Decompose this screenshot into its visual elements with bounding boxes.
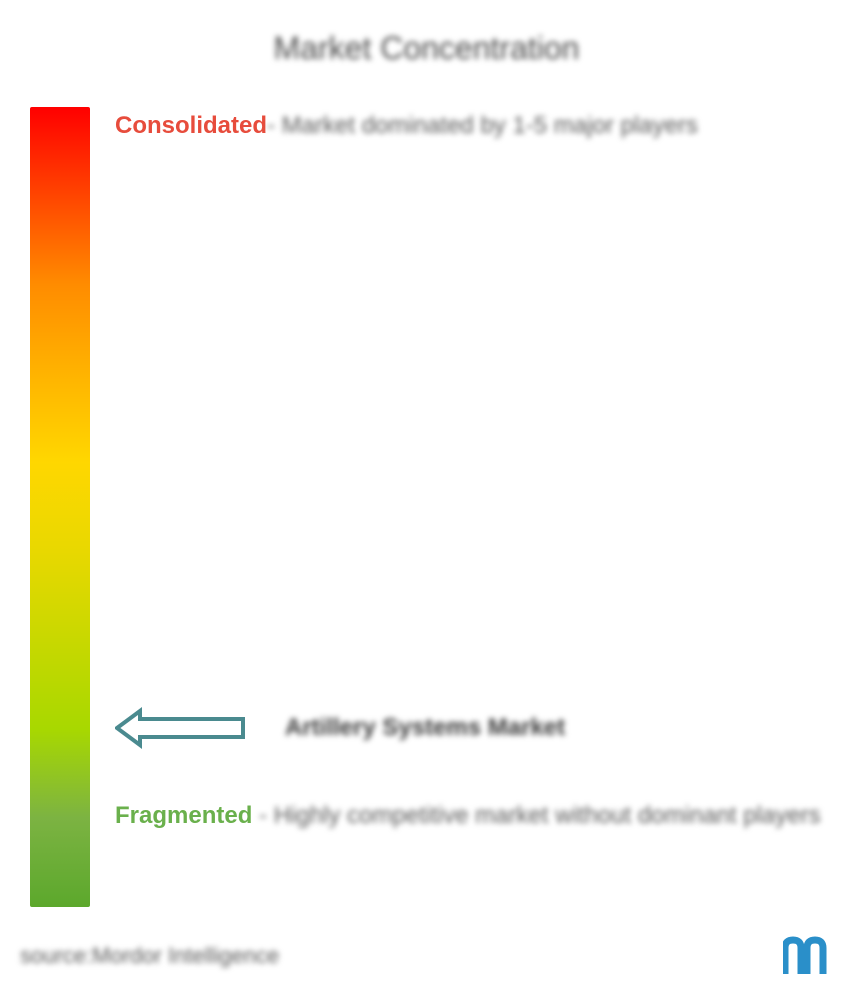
fragmented-desc: - Highly competitive market without domi… <box>252 802 820 829</box>
consolidated-label: Consolidated <box>115 112 267 139</box>
consolidated-desc: - Market dominated by 1-5 major players <box>267 112 698 139</box>
text-area: Consolidated- Market dominated by 1-5 ma… <box>90 97 833 917</box>
chart-title: Market Concentration <box>20 30 833 67</box>
market-label: Artillery Systems Market <box>285 714 565 742</box>
content-wrapper: Consolidated- Market dominated by 1-5 ma… <box>20 97 833 917</box>
fragmented-label: Fragmented <box>115 802 252 829</box>
logo-icon <box>783 936 833 976</box>
position-arrow <box>115 707 245 749</box>
fragmented-text: Fragmented - Highly competitive market w… <box>115 797 821 835</box>
source-text: source:Mordor Intelligence <box>20 943 279 969</box>
concentration-gradient-bar <box>30 107 90 907</box>
footer: source:Mordor Intelligence <box>20 936 833 976</box>
consolidated-text: Consolidated- Market dominated by 1-5 ma… <box>115 107 698 145</box>
arrow-row: Artillery Systems Market <box>115 707 565 749</box>
